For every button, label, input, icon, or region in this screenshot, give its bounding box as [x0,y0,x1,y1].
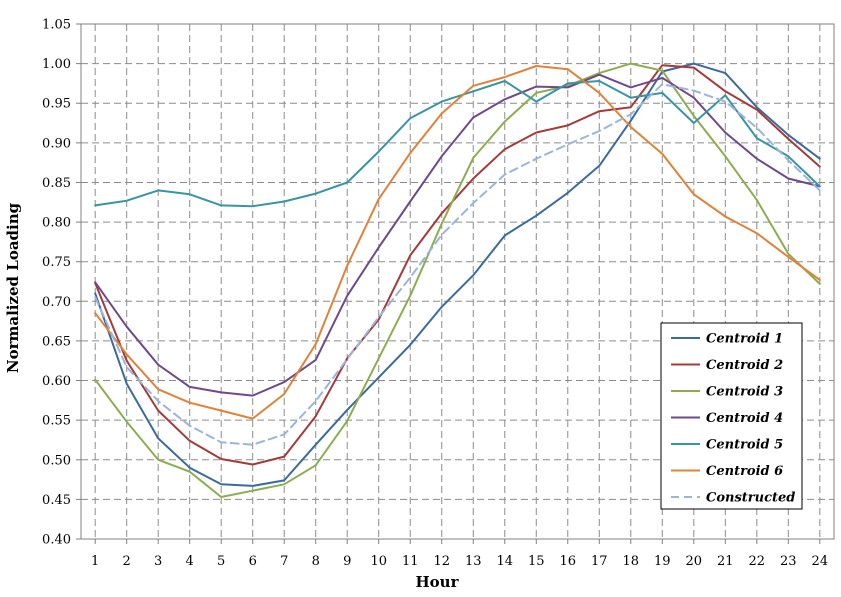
x-tick-label: 18 [623,554,640,569]
legend-label: Centroid 5 [706,438,783,453]
series-line-centroid-1 [94,62,821,487]
x-tick-label: 1 [91,554,99,569]
y-tick-label: 0.40 [42,533,71,548]
y-tick-label: 1.00 [42,57,71,72]
x-axis-ticks: 1 2 3 4 5 6 7 8 9 10 11 12 13 14 15 16 17 18 19 20 21 22 23 24 [91,539,828,569]
legend-label: Centroid 6 [706,464,783,479]
x-tick-label: 14 [496,554,513,569]
y-tick-label: 0.85 [42,176,71,191]
y-tick-label: 1.05 [42,18,71,33]
y-tick-label: 0.55 [42,414,71,429]
series-lines [94,62,821,498]
x-tick-label: 8 [312,554,320,569]
legend-items: Centroid 1 Centroid 2 Centroid 3 Centroid 4… [671,332,795,506]
x-tick-label: 3 [154,554,162,569]
legend-label: Centroid 4 [706,411,783,426]
x-tick-label: 10 [370,554,387,569]
y-tick-label: 0.95 [42,97,71,112]
y-tick-label: 0.45 [42,493,71,508]
y-tick-label: 0.65 [42,334,71,349]
x-tick-label: 4 [186,554,194,569]
y-tick-label: 0.70 [42,295,71,310]
legend-label: Constructed [706,491,795,506]
legend-label: Centroid 1 [706,332,783,347]
x-tick-label: 20 [686,554,703,569]
y-axis-ticks: 0.40 0.45 0.50 0.55 0.60 0.65 0.70 0.75 0.80 0.85… [42,18,81,548]
x-tick-label: 12 [433,554,450,569]
legend-box [660,322,803,510]
x-tick-label: 13 [465,554,482,569]
x-tick-label: 6 [249,554,257,569]
y-axis-title: Normalized Loading [4,202,22,373]
legend-label: Centroid 3 [706,385,783,400]
x-tick-label: 23 [780,554,797,569]
x-tick-label: 22 [749,554,766,569]
y-tick-label: 0.60 [42,374,71,389]
x-tick-label: 16 [559,554,576,569]
series-line-centroid-2 [94,64,821,466]
series-line-centroid-3 [94,62,821,498]
y-tick-label: 0.50 [42,453,71,468]
x-tick-label: 19 [654,554,671,569]
series-line-centroid-5 [94,80,821,208]
x-tick-label: 7 [280,554,288,569]
x-tick-label: 21 [717,554,734,569]
x-axis-title: Hour [416,573,460,591]
series-line-centroid-4 [94,73,821,397]
y-tick-label: 0.75 [42,255,71,270]
plot-area-border [80,23,835,540]
x-tick-label: 11 [402,554,419,569]
x-tick-label: 9 [343,554,351,569]
series-line-constructed [94,83,821,446]
legend: Centroid 1 Centroid 2 Centroid 3 Centroid 4… [660,322,803,510]
y-tick-label: 0.90 [42,136,71,151]
x-tick-label: 2 [123,554,131,569]
y-tick-label: 0.80 [42,216,71,231]
x-tick-label: 17 [591,554,608,569]
series-line-centroid-6 [94,65,821,420]
legend-label: Centroid 2 [706,358,783,373]
x-tick-label: 5 [217,554,225,569]
x-tick-label: 15 [528,554,545,569]
x-tick-label: 24 [812,554,829,569]
